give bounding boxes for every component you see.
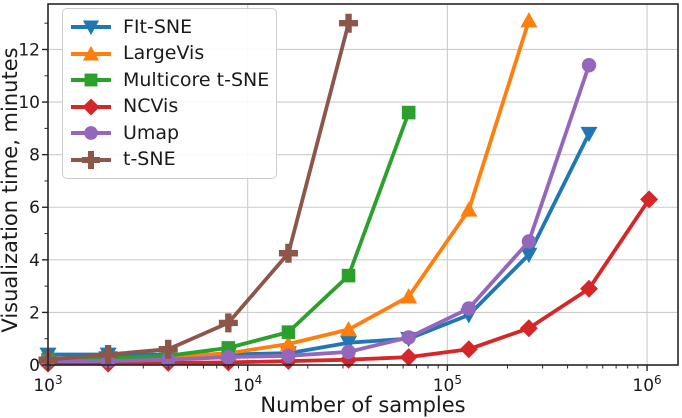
plus-marker xyxy=(339,13,359,33)
diamond-marker xyxy=(579,279,598,298)
triangle-down-marker xyxy=(340,335,358,352)
series-line xyxy=(46,63,591,363)
plus-marker xyxy=(98,344,118,364)
legend-label: NCVis xyxy=(123,95,179,118)
square-marker xyxy=(401,105,416,120)
square-marker xyxy=(281,325,296,339)
legend-item-t-sne: t-SNE xyxy=(71,147,269,174)
plus-marker xyxy=(218,313,238,333)
legend-item-multicore-t-sne: Multicore t-SNE xyxy=(71,67,269,94)
legend-item-largevis: LargeVis xyxy=(71,41,269,68)
diamond-marker xyxy=(82,98,100,116)
legend-label: t-SNE xyxy=(123,148,176,171)
legend-item-fit-sne: FIt-SNE xyxy=(71,14,269,41)
x-axis-label: Number of samples xyxy=(260,393,465,417)
plus-marker xyxy=(278,243,298,263)
legend-label: LargeVis xyxy=(123,42,205,65)
legend-marker-plus-icon xyxy=(71,150,111,169)
series-line xyxy=(46,21,351,362)
square-marker xyxy=(84,73,98,87)
legend-marker-circle-icon xyxy=(71,126,111,141)
y-tick-label: 0 xyxy=(29,356,40,376)
plus-marker xyxy=(158,339,178,359)
y-tick-label: 4 xyxy=(29,251,40,271)
legend-marker-square-icon xyxy=(71,73,111,87)
series-layer xyxy=(38,12,659,373)
plot-area-border xyxy=(47,3,679,366)
legend-item-umap: Umap xyxy=(71,120,269,147)
x-tick-label: 106 xyxy=(632,373,661,396)
legend-marker-diamond-icon xyxy=(71,98,111,116)
y-tick-label: 12 xyxy=(18,40,40,60)
x-tick-label: 104 xyxy=(233,373,262,396)
circle-marker xyxy=(281,348,296,363)
triangle-down-marker xyxy=(82,20,100,36)
triangle-up-marker xyxy=(340,321,358,337)
legend-marker-triangle-down-icon xyxy=(71,20,111,36)
triangle-down-marker xyxy=(580,126,598,143)
y-tick-label: 2 xyxy=(29,303,40,323)
circle-marker xyxy=(341,344,356,360)
triangle-up-marker xyxy=(460,201,478,217)
circle-marker xyxy=(161,352,176,367)
legend-label: FIt-SNE xyxy=(123,15,193,38)
triangle-down-marker xyxy=(520,247,538,264)
y-tick-label: 10 xyxy=(18,93,40,113)
circle-marker xyxy=(461,301,476,316)
diamond-marker xyxy=(519,319,538,338)
legend-label: Multicore t-SNE xyxy=(123,68,270,91)
plus-marker xyxy=(81,150,101,169)
triangle-up-marker xyxy=(400,288,418,304)
x-tick-label: 103 xyxy=(33,373,62,396)
circle-marker xyxy=(581,58,597,73)
axis-ticks-layer: 103 104 105 106 0 2 4 6 8 10 12 xyxy=(18,22,662,396)
circle-marker xyxy=(84,126,98,141)
series-line xyxy=(46,131,591,357)
square-marker xyxy=(341,268,356,283)
triangle-up-marker xyxy=(520,12,538,28)
legend-item-ncvis: NCVis xyxy=(71,94,269,121)
y-tick-label: 8 xyxy=(29,146,40,166)
x-tick-label: 105 xyxy=(433,373,462,396)
triangle-up-marker xyxy=(82,45,100,61)
diamond-marker xyxy=(640,190,659,209)
legend-marker-triangle-up-icon xyxy=(71,45,111,61)
circle-marker xyxy=(221,349,236,365)
y-tick-label: 6 xyxy=(29,198,40,218)
y-axis-label: Visualization time, minutes xyxy=(0,47,22,332)
diamond-marker xyxy=(459,340,478,359)
legend: FIt-SNE LargeVis Multicore t-SNE NCVis Umap t… xyxy=(62,8,278,179)
circle-marker xyxy=(401,330,416,345)
diamond-marker xyxy=(399,348,418,367)
legend-label: Umap xyxy=(123,121,180,144)
triangle-up-marker xyxy=(279,335,297,351)
circle-marker xyxy=(521,234,537,249)
